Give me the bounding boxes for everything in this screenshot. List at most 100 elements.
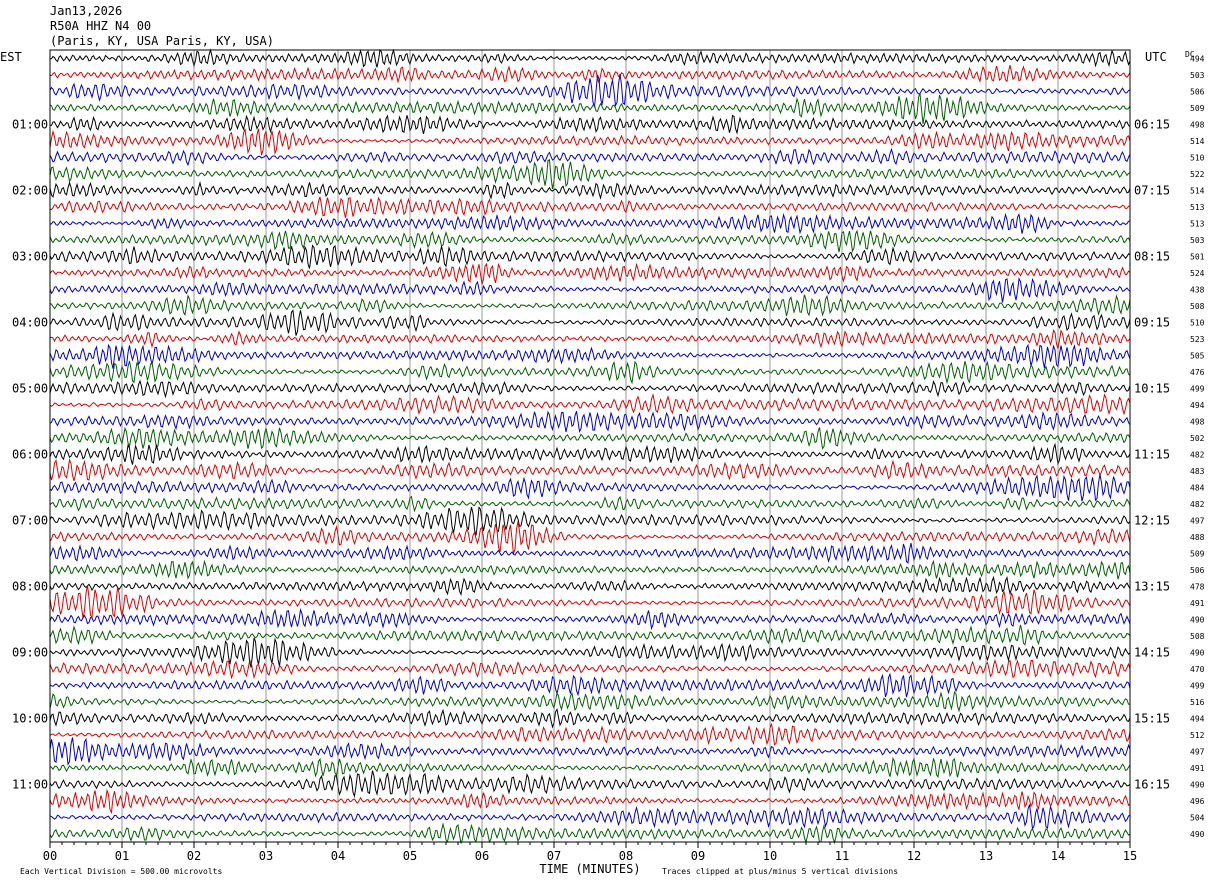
est-hour-label: 09:00 [12, 645, 48, 659]
dc-value: 501 [1190, 252, 1205, 261]
dc-value: 509 [1190, 104, 1205, 113]
seismic-trace [49, 457, 1131, 482]
dc-value: 514 [1190, 137, 1205, 146]
dc-value: 510 [1190, 318, 1205, 327]
est-hour-label: 11:00 [12, 777, 48, 791]
est-hour-label: 01:00 [12, 117, 48, 131]
x-tick-label: 14 [1051, 849, 1065, 863]
dc-value: 497 [1190, 516, 1205, 525]
dc-value: 491 [1190, 764, 1205, 773]
dc-value: 476 [1190, 368, 1205, 377]
seismic-trace [49, 658, 1131, 680]
station-code: R50A HHZ N4 00 [50, 19, 152, 33]
dc-value: 506 [1190, 566, 1205, 575]
x-axis: 00 01 02 03 04 05 06 07 08 09 10 11 12 13 14 15 [43, 842, 1137, 863]
seismic-trace [49, 737, 1131, 766]
seismic-trace [49, 707, 1131, 729]
dc-value: 482 [1190, 500, 1205, 509]
seismic-trace [49, 244, 1131, 269]
dc-value: 490 [1190, 780, 1205, 789]
utc-hour-label: 14:15 [1134, 645, 1170, 659]
seismic-trace [49, 559, 1131, 580]
x-tick-label: 06 [475, 849, 489, 863]
seismic-trace [49, 756, 1131, 779]
dc-value: 508 [1190, 302, 1205, 311]
est-hour-label: 08:00 [12, 579, 48, 593]
seismic-trace [49, 723, 1131, 746]
dc-value: 512 [1190, 731, 1205, 740]
seismic-trace [49, 495, 1131, 513]
dc-value: 494 [1190, 401, 1205, 410]
seismic-trace [49, 804, 1131, 831]
utc-hour-label: 16:15 [1134, 777, 1170, 791]
seismic-trace [49, 262, 1131, 285]
x-tick-label: 15 [1123, 849, 1137, 863]
dc-value: 499 [1190, 681, 1205, 690]
seismic-trace [49, 180, 1131, 200]
seismic-trace [49, 329, 1131, 349]
vertical-division-note: Each Vertical Division = 500.00 microvol… [20, 867, 223, 876]
seismic-trace [49, 212, 1131, 235]
dc-value: 504 [1190, 813, 1205, 822]
x-tick-label: 05 [403, 849, 417, 863]
dc-value: 510 [1190, 153, 1205, 162]
dc-value: 509 [1190, 549, 1205, 558]
clip-note: Traces clipped at plus/minus 5 vertical … [662, 867, 899, 876]
dc-value: 490 [1190, 615, 1205, 624]
utc-hour-label: 12:15 [1134, 513, 1170, 527]
x-tick-label: 08 [619, 849, 633, 863]
utc-hour-label: 07:15 [1134, 183, 1170, 197]
seismic-trace [49, 159, 1131, 190]
utc-hour-labels: 06:15 07:15 08:15 09:15 10:15 11:15 12:15 13:15… [1134, 117, 1170, 791]
est-label: EST [0, 50, 22, 64]
dc-value: 490 [1190, 830, 1205, 839]
seismic-trace [49, 637, 1131, 668]
dc-value: 499 [1190, 384, 1205, 393]
seismic-trace [49, 277, 1131, 303]
seismic-trace [49, 48, 1131, 68]
seismic-trace [49, 343, 1131, 369]
seismic-trace [49, 74, 1131, 108]
dc-value: 498 [1190, 120, 1205, 129]
utc-hour-label: 13:15 [1134, 579, 1170, 593]
dc-value: 491 [1190, 599, 1205, 608]
dc-offset-labels: 494 503 506 509 498 514 510 522 514 513 513 503 501 5… [1190, 54, 1205, 839]
dc-value: 498 [1190, 417, 1205, 426]
x-tick-label: 13 [979, 849, 993, 863]
seismic-trace [49, 542, 1131, 564]
seismic-trace [49, 575, 1131, 596]
seismic-trace [49, 196, 1131, 218]
dc-value: 494 [1190, 54, 1205, 63]
utc-hour-label: 10:15 [1134, 381, 1170, 395]
dc-value: 503 [1190, 71, 1205, 80]
dc-value: 483 [1190, 467, 1205, 476]
dc-label: DC [1185, 50, 1195, 59]
est-hour-label: 10:00 [12, 711, 48, 725]
x-tick-label: 02 [187, 849, 201, 863]
est-hour-label: 07:00 [12, 513, 48, 527]
station-location: (Paris, KY, USA Paris, KY, USA) [50, 34, 274, 48]
seismic-trace [49, 92, 1131, 124]
dc-value: 484 [1190, 483, 1205, 492]
x-tick-label: 07 [547, 849, 561, 863]
dc-value: 513 [1190, 219, 1205, 228]
est-hour-label: 05:00 [12, 381, 48, 395]
seismic-trace [49, 229, 1131, 253]
dc-value: 490 [1190, 648, 1205, 657]
utc-hour-label: 09:15 [1134, 315, 1170, 329]
utc-hour-label: 06:15 [1134, 117, 1170, 131]
est-hour-label: 03:00 [12, 249, 48, 263]
seismic-trace [49, 442, 1131, 466]
seismic-trace [49, 690, 1131, 713]
seismic-trace [49, 410, 1131, 434]
seismic-trace [49, 309, 1131, 336]
dc-value: 488 [1190, 533, 1205, 542]
dc-value: 438 [1190, 285, 1205, 294]
dc-value: 524 [1190, 269, 1205, 278]
est-hour-label: 06:00 [12, 447, 48, 461]
record-date: Jan13,2026 [50, 4, 123, 18]
dc-value: 513 [1190, 203, 1205, 212]
dc-value: 502 [1190, 434, 1205, 443]
seismic-trace [49, 822, 1131, 845]
